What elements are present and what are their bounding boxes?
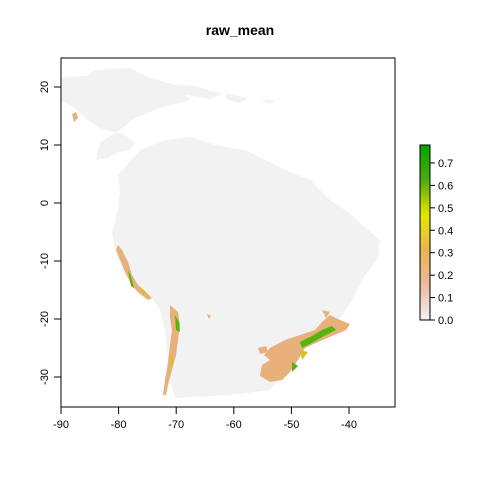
y-tick-label: -20 bbox=[39, 311, 51, 327]
map-title: raw_mean bbox=[205, 22, 275, 38]
legend-colorbar bbox=[419, 144, 431, 321]
x-axis: -90 -80 -70 -60 -50 -40 bbox=[53, 407, 357, 431]
x-tick-label: -60 bbox=[226, 419, 242, 431]
y-axis: 20 10 0 -10 -20 -30 bbox=[39, 81, 61, 385]
x-tick-label: -80 bbox=[111, 419, 127, 431]
x-tick-label: -50 bbox=[283, 419, 299, 431]
legend-tick-label: 0.1 bbox=[438, 293, 453, 305]
patch-chile-green bbox=[175, 315, 180, 332]
x-tick-label: -70 bbox=[168, 419, 184, 431]
patch-bolivia bbox=[207, 314, 211, 319]
patch-chile bbox=[163, 305, 180, 395]
y-tick-label: 20 bbox=[39, 81, 51, 93]
patch-central-america bbox=[72, 112, 78, 122]
legend-tick-label: 0.7 bbox=[438, 158, 453, 170]
suitability-patches bbox=[72, 112, 350, 395]
patch-southeast-brazil-green bbox=[300, 326, 336, 348]
y-tick-label: 0 bbox=[39, 200, 51, 206]
legend-tick-label: 0.6 bbox=[438, 180, 453, 192]
landmass bbox=[61, 68, 380, 398]
legend-tick-label: 0.3 bbox=[438, 248, 453, 260]
legend-tick-label: 0.5 bbox=[438, 203, 453, 215]
legend-ticks: 0.7 0.6 0.5 0.4 0.3 0.2 0.1 0.0 bbox=[430, 158, 453, 327]
patch-pacific-coast-green bbox=[128, 270, 134, 288]
y-tick-label: -10 bbox=[39, 253, 51, 269]
legend-tick-label: 0.2 bbox=[438, 270, 453, 282]
x-tick-label: -90 bbox=[53, 419, 69, 431]
patch-pacific-coast bbox=[116, 245, 152, 300]
plot-frame bbox=[60, 57, 396, 408]
legend-tick-label: 0.4 bbox=[438, 225, 453, 237]
y-tick-label: -30 bbox=[39, 369, 51, 385]
legend-tick-label: 0.0 bbox=[438, 315, 453, 327]
y-tick-label: 10 bbox=[39, 139, 51, 151]
x-tick-label: -40 bbox=[341, 419, 357, 431]
